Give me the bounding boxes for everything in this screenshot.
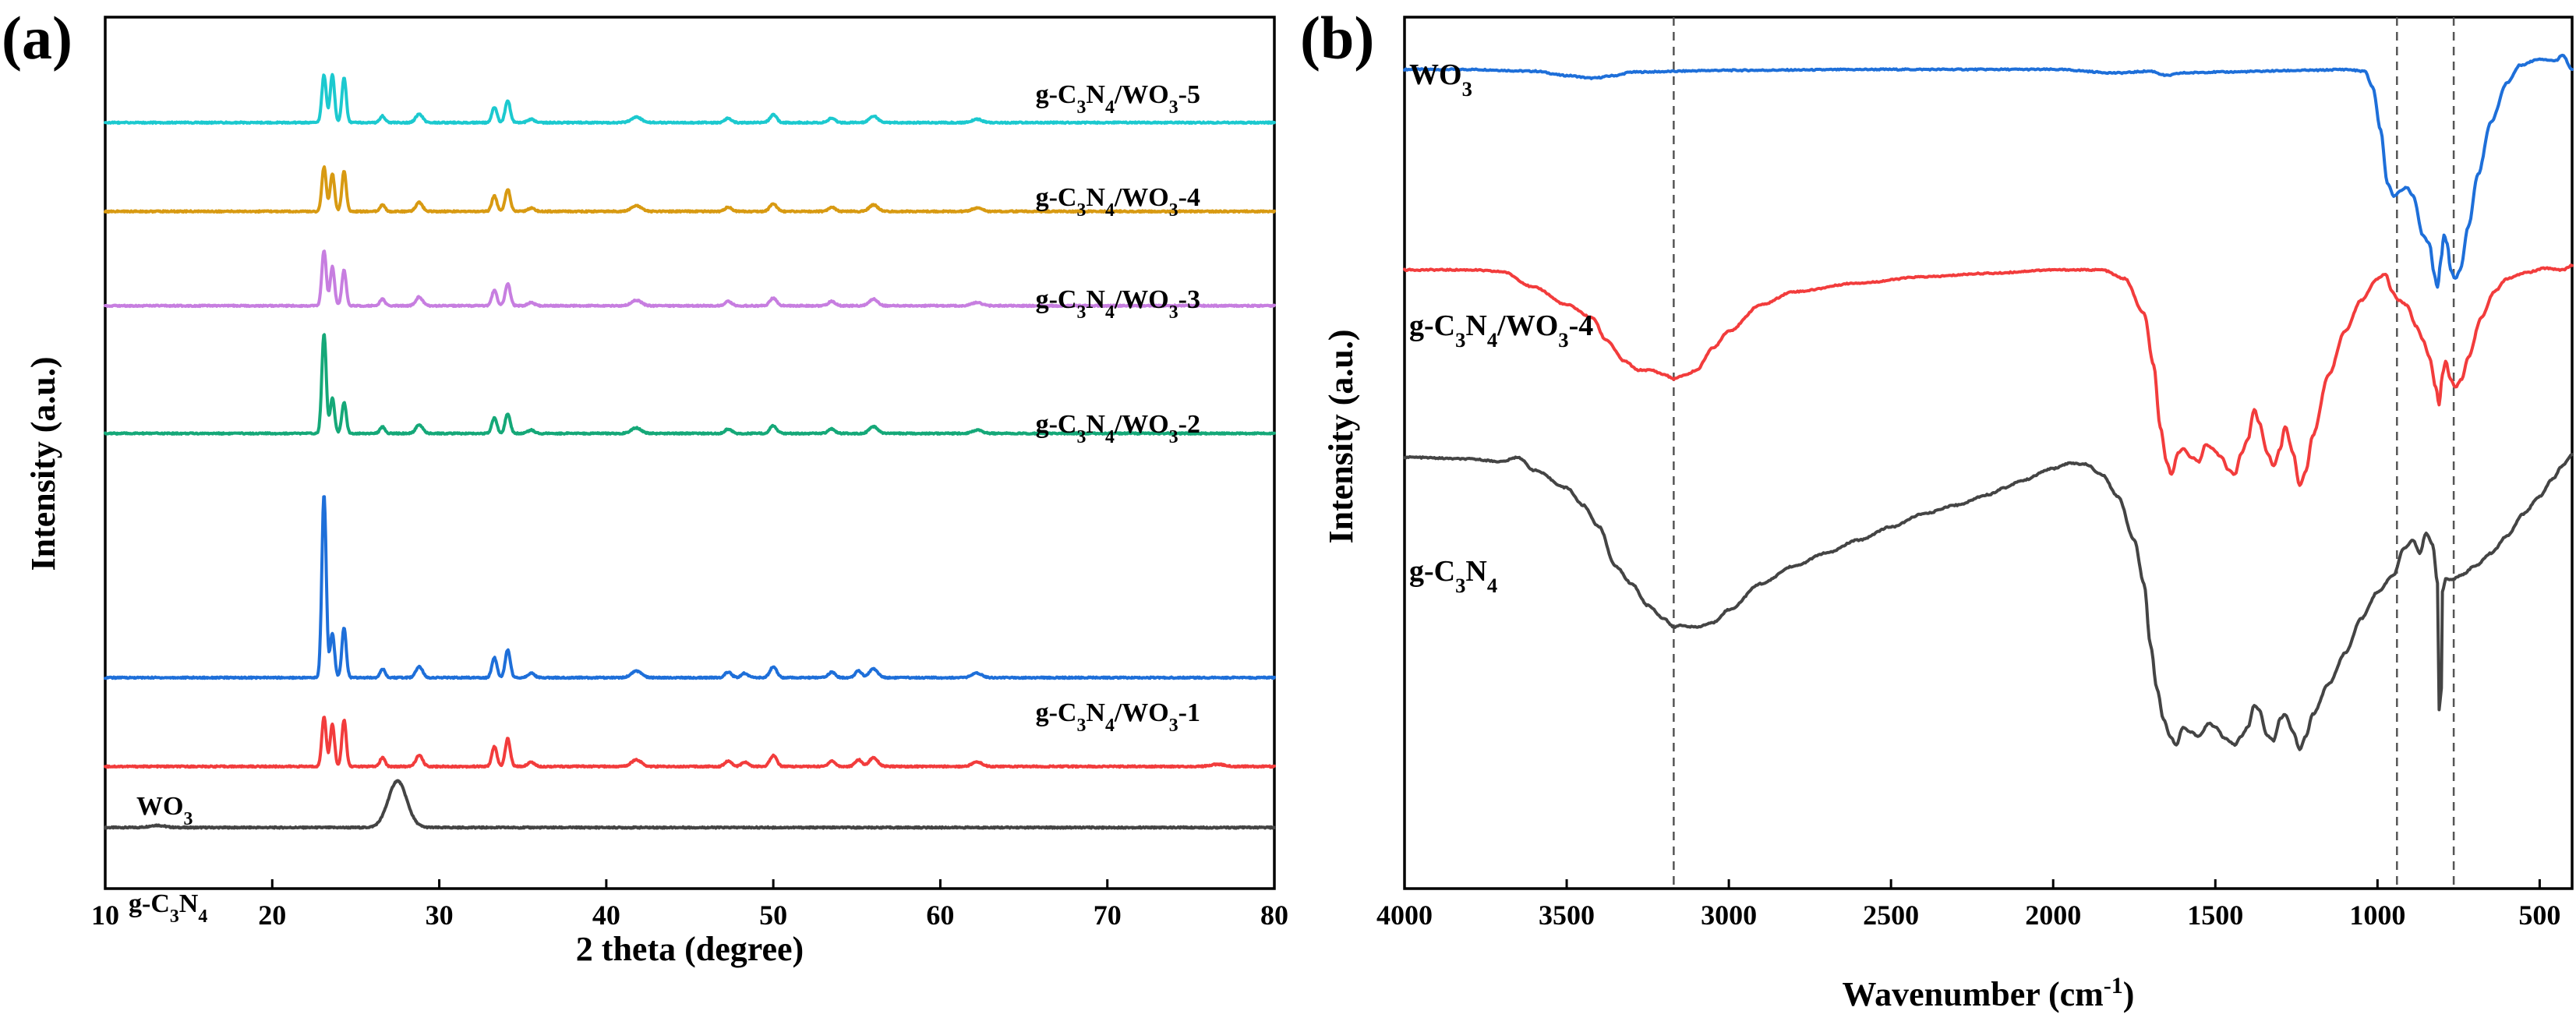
panel-b-x-axis-title: Wavenumber (cm-1) (1843, 973, 2135, 1014)
panel-a-x-axis-title: 2 theta (degree) (576, 930, 804, 968)
panel-b-label-g-c3n4-wo3-4: g-C3N4/WO3-4 (1409, 309, 1593, 352)
panel-a-letter: (a) (2, 4, 72, 72)
panel-b-plot-frame (1403, 16, 2574, 890)
panel-a-trace-g-c3n4-wo3-4 (104, 165, 1276, 214)
panel-b-x-tick-label: 1000 (2349, 900, 2405, 931)
panel-a-traces (104, 72, 1276, 830)
panel-a-x-tick-label: 80 (1260, 900, 1288, 931)
panel-a-x-tick-label: 30 (426, 900, 454, 931)
panel-a-x-tick-label: 40 (592, 900, 620, 931)
panel-a-label-g-c3n4: g-C3N4 (129, 889, 207, 927)
panel-a-label-g-c3n4-wo3-5: g-C3N4/WO3-5 (1036, 80, 1200, 118)
panel-b-y-axis-title: Intensity (a.u.) (1322, 329, 1360, 543)
panel-b-trace-wo3 (1403, 53, 2574, 289)
panel-b-trace-g-c3n4-wo3-4 (1403, 263, 2574, 487)
panel-a-x-tick-label: 10 (91, 900, 119, 931)
panel-b-x-tick-label: 3000 (1701, 900, 1757, 931)
panel-a-label-g-c3n4-wo3-2: g-C3N4/WO3-2 (1036, 410, 1200, 447)
panel-b-label-g-c3n4: g-C3N4 (1409, 555, 1497, 597)
panel-a-x-tick-label: 50 (759, 900, 787, 931)
panel-b-x-tick-label: 2500 (1863, 900, 1919, 931)
panel-b-x-tick-label: 1500 (2187, 900, 2243, 931)
panel-a-label-wo3: WO3 (136, 792, 193, 829)
panel-b-x-tick-label: 500 (2518, 900, 2560, 931)
panel-b-reference-lines (1673, 17, 2455, 889)
panel-b-x-tick-label: 2000 (2025, 900, 2081, 931)
panel-a-x-ticks: 10 20 30 40 50 60 70 80 (91, 879, 1288, 931)
panel-b-x-ticks: 4000 3500 3000 2500 2000 1500 1000 500 (1376, 879, 2560, 931)
panel-a-trace-g-c3n4-wo3-3 (104, 249, 1276, 309)
panel-a-label-g-c3n4-wo3-4: g-C3N4/WO3-4 (1036, 183, 1200, 221)
panel-a-series-labels: g-C3N4 WO3 g-C3N4/WO3-1 g-C3N4/WO3-2 g-C3N4/… (129, 80, 1200, 927)
panel-b-x-tick-label: 4000 (1376, 900, 1433, 931)
panel-a-label-g-c3n4-wo3-3: g-C3N4/WO3-3 (1036, 285, 1200, 323)
panel-b-ftir: (b) 4000 3500 3000 2500 2000 1500 1000 500 WO3 g… (1300, 4, 2574, 1014)
panel-a-x-tick-label: 70 (1094, 900, 1122, 931)
panel-a-plot-frame (104, 16, 1276, 890)
panel-b-traces (1403, 53, 2574, 751)
panel-b-x-tick-label: 3500 (1539, 900, 1595, 931)
panel-b-trace-g-c3n4 (1403, 453, 2574, 751)
panel-a-x-tick-label: 20 (258, 900, 286, 931)
panel-a-trace-wo3 (104, 716, 1276, 769)
panel-a-y-axis-title: Intensity (a.u.) (24, 356, 62, 571)
panel-a-x-tick-label: 60 (926, 900, 954, 931)
panel-b-series-labels: WO3 g-C3N4/WO3-4 g-C3N4 (1409, 58, 1593, 597)
panel-b-letter: (b) (1300, 4, 1374, 72)
panel-b-label-wo3: WO3 (1409, 58, 1472, 101)
panel-a-xrd: (a) 10 20 30 40 50 60 70 80 g-C3N4 WO3 g-C3N4/WO3… (2, 4, 1288, 968)
panel-a-trace-g-c3n4 (104, 779, 1276, 830)
panel-a-trace-g-c3n4-wo3-2 (104, 333, 1276, 436)
panel-a-trace-g-c3n4-wo3-5 (104, 72, 1276, 125)
panel-a-trace-g-c3n4-wo3-1 (104, 495, 1276, 680)
panel-a-label-g-c3n4-wo3-1: g-C3N4/WO3-1 (1036, 698, 1200, 736)
